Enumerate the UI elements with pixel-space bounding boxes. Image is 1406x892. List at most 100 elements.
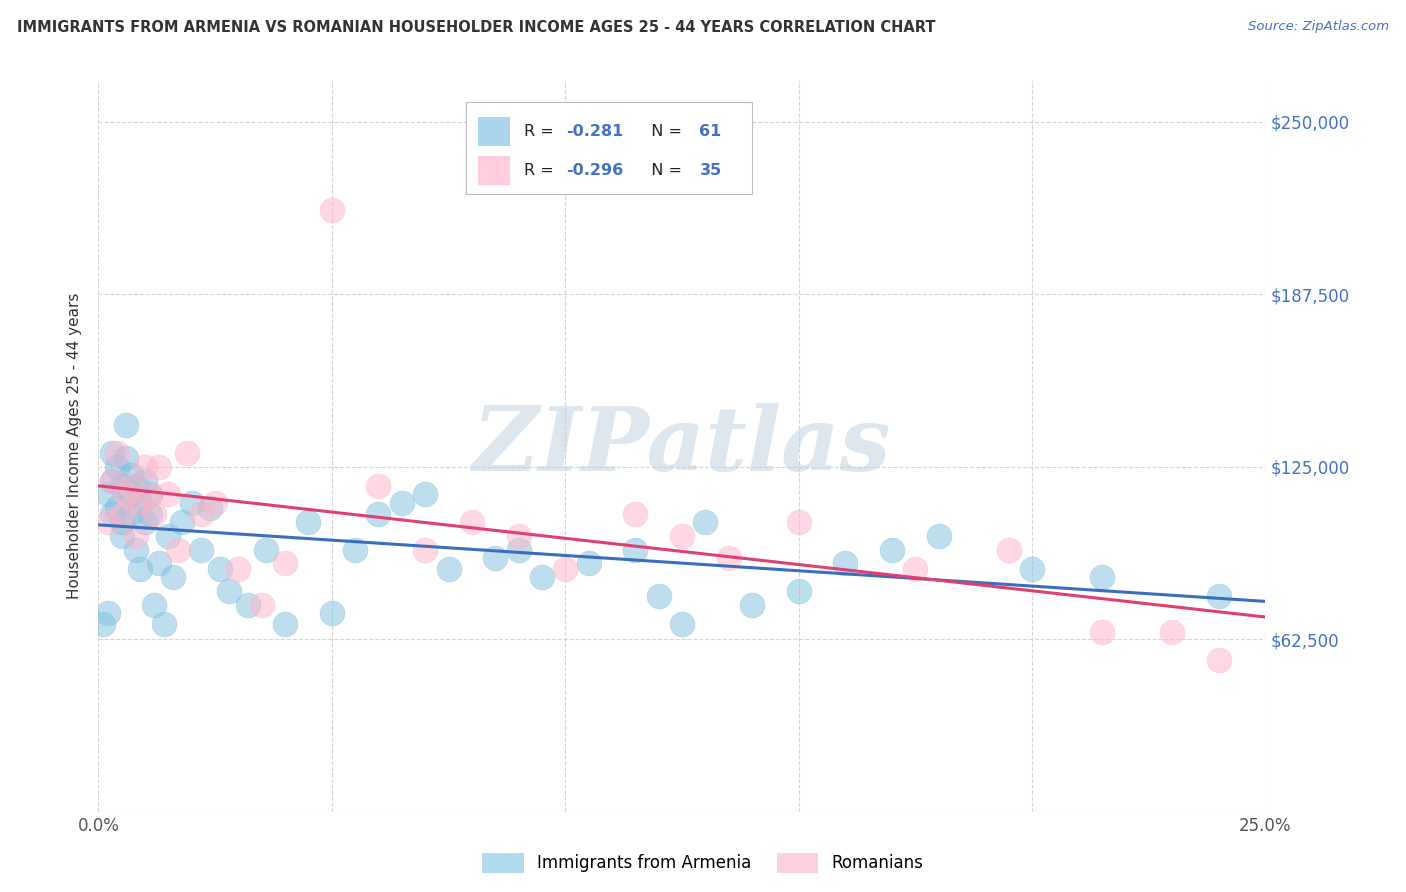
- Text: R =: R =: [524, 162, 560, 178]
- Point: [134, 474, 156, 488]
- Point: [120, 467, 142, 482]
- Point: [176, 446, 198, 460]
- Point: [139, 487, 162, 501]
- Text: R =: R =: [524, 124, 560, 139]
- Point: [166, 542, 188, 557]
- Point: [208, 562, 231, 576]
- Point: [105, 459, 128, 474]
- Point: [120, 479, 142, 493]
- Point: [139, 487, 162, 501]
- Point: [157, 487, 180, 501]
- Point: [91, 617, 114, 632]
- Point: [880, 542, 903, 557]
- Point: [97, 606, 120, 620]
- Point: [143, 507, 166, 521]
- Point: [367, 507, 389, 521]
- Point: [1208, 590, 1230, 604]
- Point: [413, 487, 436, 501]
- Point: [741, 598, 763, 612]
- Point: [120, 487, 142, 501]
- Point: [111, 479, 134, 493]
- Point: [1091, 570, 1114, 584]
- Point: [484, 550, 506, 565]
- Point: [134, 459, 156, 474]
- Y-axis label: Householder Income Ages 25 - 44 years: Householder Income Ages 25 - 44 years: [67, 293, 83, 599]
- Point: [105, 501, 128, 516]
- Point: [391, 495, 413, 509]
- Point: [928, 529, 950, 543]
- Point: [125, 479, 148, 493]
- Point: [321, 606, 343, 620]
- Point: [321, 202, 343, 217]
- Point: [101, 474, 124, 488]
- Point: [367, 479, 389, 493]
- Point: [508, 542, 530, 557]
- Point: [236, 598, 259, 612]
- Point: [200, 501, 222, 516]
- Text: -0.281: -0.281: [567, 124, 624, 139]
- Text: IMMIGRANTS FROM ARMENIA VS ROMANIAN HOUSEHOLDER INCOME AGES 25 - 44 YEARS CORREL: IMMIGRANTS FROM ARMENIA VS ROMANIAN HOUS…: [17, 20, 935, 35]
- Text: N =: N =: [641, 124, 688, 139]
- Text: ZIPatlas: ZIPatlas: [474, 403, 890, 489]
- Point: [204, 495, 226, 509]
- Point: [1091, 625, 1114, 640]
- Point: [787, 515, 810, 529]
- Point: [671, 617, 693, 632]
- FancyBboxPatch shape: [465, 103, 752, 194]
- Text: 61: 61: [699, 124, 721, 139]
- Point: [111, 507, 134, 521]
- Point: [111, 515, 134, 529]
- Point: [624, 542, 647, 557]
- Point: [129, 562, 152, 576]
- Point: [834, 557, 856, 571]
- Point: [139, 507, 162, 521]
- Point: [97, 515, 120, 529]
- Point: [115, 487, 138, 501]
- Point: [717, 550, 740, 565]
- Point: [190, 507, 212, 521]
- Point: [115, 418, 138, 433]
- Point: [250, 598, 273, 612]
- Point: [134, 515, 156, 529]
- Point: [256, 542, 278, 557]
- Point: [1208, 653, 1230, 667]
- Point: [101, 507, 124, 521]
- Legend: Immigrants from Armenia, Romanians: Immigrants from Armenia, Romanians: [475, 847, 931, 880]
- Point: [1161, 625, 1184, 640]
- FancyBboxPatch shape: [478, 155, 510, 185]
- FancyBboxPatch shape: [478, 117, 510, 146]
- Point: [554, 562, 576, 576]
- Point: [97, 487, 120, 501]
- Point: [190, 542, 212, 557]
- Point: [344, 542, 367, 557]
- Point: [228, 562, 250, 576]
- Point: [129, 495, 152, 509]
- Point: [162, 570, 184, 584]
- Point: [129, 495, 152, 509]
- Point: [413, 542, 436, 557]
- Point: [120, 507, 142, 521]
- Point: [148, 557, 170, 571]
- Point: [647, 590, 669, 604]
- Point: [274, 557, 297, 571]
- Text: N =: N =: [641, 162, 688, 178]
- Point: [997, 542, 1019, 557]
- Point: [101, 474, 124, 488]
- Point: [787, 583, 810, 598]
- Point: [172, 515, 194, 529]
- Point: [297, 515, 319, 529]
- Text: -0.296: -0.296: [567, 162, 624, 178]
- Text: 35: 35: [699, 162, 721, 178]
- Point: [180, 495, 202, 509]
- Point: [671, 529, 693, 543]
- Point: [125, 529, 148, 543]
- Point: [148, 459, 170, 474]
- Point: [115, 451, 138, 466]
- Point: [105, 446, 128, 460]
- Point: [274, 617, 297, 632]
- Point: [461, 515, 484, 529]
- Text: Source: ZipAtlas.com: Source: ZipAtlas.com: [1249, 20, 1389, 33]
- Point: [1021, 562, 1043, 576]
- Point: [695, 515, 717, 529]
- Point: [530, 570, 553, 584]
